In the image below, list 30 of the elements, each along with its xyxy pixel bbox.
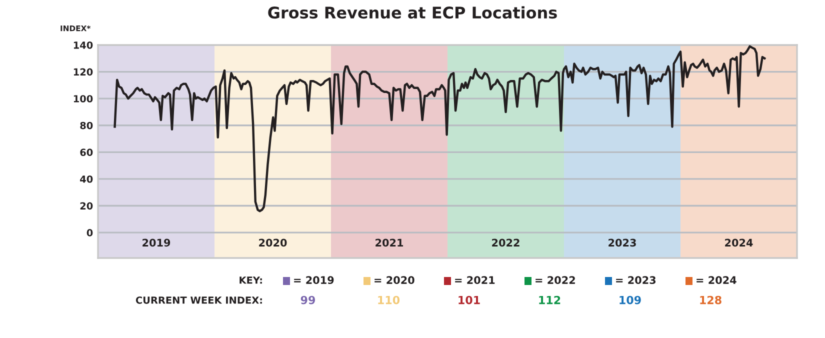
text: 101 <box>458 296 480 304</box>
text: 112 <box>539 296 560 304</box>
text: = 2020 <box>374 276 414 284</box>
y-tick-label: 100 <box>74 95 93 102</box>
text: = 2021 <box>455 276 495 284</box>
x-tick-label: 2019 <box>142 238 170 247</box>
x-tick-label: 2024 <box>725 238 753 247</box>
text: 109 <box>620 296 641 304</box>
y-tick-label: 60 <box>80 148 93 156</box>
text: = 2024 <box>696 276 736 284</box>
y-tick-label: 120 <box>74 68 93 76</box>
text: KEY: <box>240 276 262 284</box>
y-tick-label: 20 <box>80 202 93 210</box>
chart-title: Gross Revenue at ECP Locations <box>268 6 557 19</box>
y-tick-label: 0 <box>86 229 93 236</box>
text: 99 <box>300 296 316 304</box>
y-tick-label: 80 <box>80 122 93 130</box>
text: CURRENT WEEK INDEX: <box>136 296 262 304</box>
text: = 2019 <box>294 276 334 284</box>
line-series <box>114 45 766 212</box>
text: = 2022 <box>536 276 575 284</box>
text: 128 <box>700 296 722 304</box>
y-tick-label: 140 <box>74 41 93 49</box>
y-tick-label: 40 <box>80 175 93 183</box>
text: 110 <box>378 296 400 304</box>
x-tick-label: 2020 <box>259 238 287 247</box>
text: = 2023 <box>616 276 656 284</box>
x-tick-label: 2021 <box>376 238 404 247</box>
x-tick-label: 2023 <box>608 238 636 247</box>
x-tick-label: 2022 <box>492 238 520 247</box>
